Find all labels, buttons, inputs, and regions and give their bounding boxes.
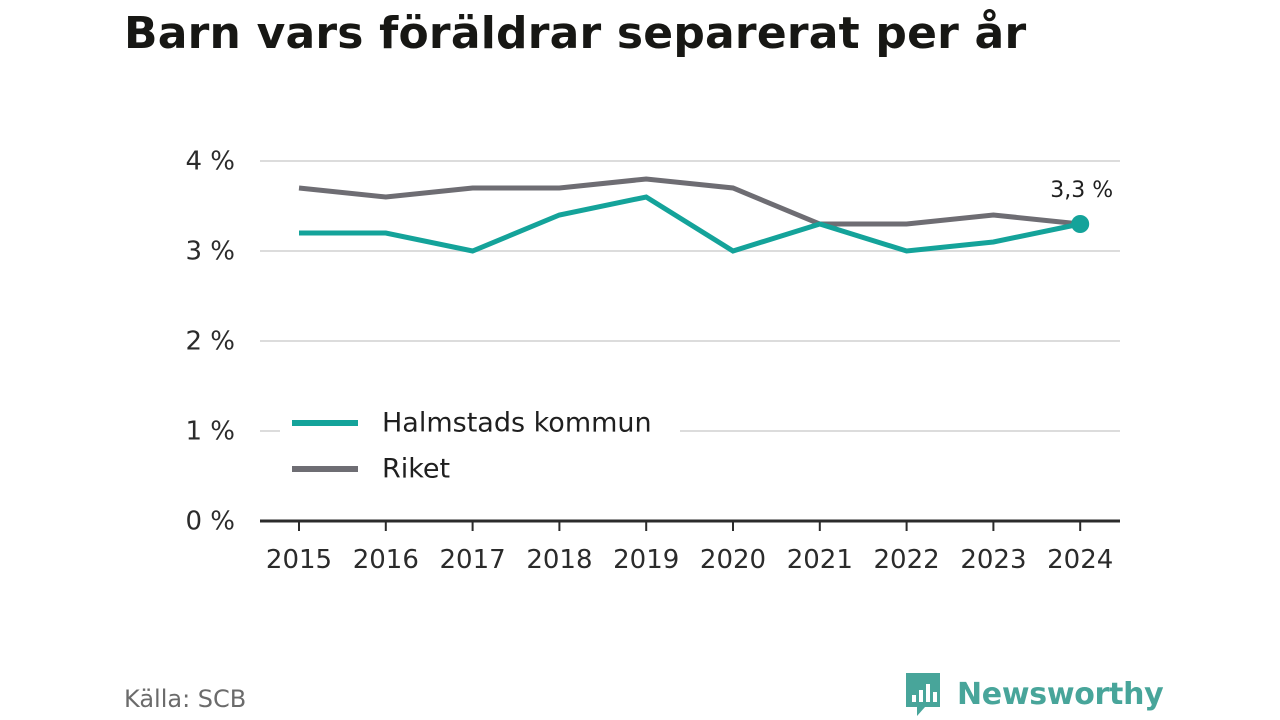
x-tick-label: 2016 — [353, 545, 419, 575]
x-tick-label: 2023 — [960, 545, 1026, 575]
source-note: Källa: SCB — [124, 685, 247, 713]
x-tick-label: 2024 — [1047, 545, 1113, 575]
brand-logo: Newsworthy — [903, 670, 1164, 718]
legend-label: Halmstads kommun — [382, 408, 652, 439]
chart-title: Barn vars föräldrar separerat per år — [124, 8, 1027, 59]
x-tick-label: 2018 — [526, 545, 592, 575]
data-label: 3,3 % — [1050, 178, 1113, 203]
bar-chart-bubble-icon — [906, 673, 940, 716]
series-line — [299, 194, 1081, 254]
x-tick-label: 2015 — [266, 545, 332, 575]
x-tick-label: 2019 — [613, 545, 679, 575]
series-line — [298, 176, 1081, 227]
end-point-marker — [1071, 215, 1090, 233]
y-tick-label: 0 % — [185, 507, 235, 537]
brand-name: Newsworthy — [957, 676, 1164, 712]
x-tick-label: 2021 — [787, 545, 853, 575]
legend-background — [280, 400, 680, 495]
legend-label: Riket — [382, 454, 450, 485]
y-tick-label: 4 % — [185, 147, 235, 177]
y-tick-label: 2 % — [185, 327, 235, 357]
y-tick-label: 3 % — [185, 237, 235, 267]
x-tick-label: 2017 — [440, 545, 506, 575]
x-tick-label: 2020 — [700, 545, 766, 575]
x-tick-label: 2022 — [874, 545, 940, 575]
y-tick-label: 1 % — [185, 417, 235, 447]
